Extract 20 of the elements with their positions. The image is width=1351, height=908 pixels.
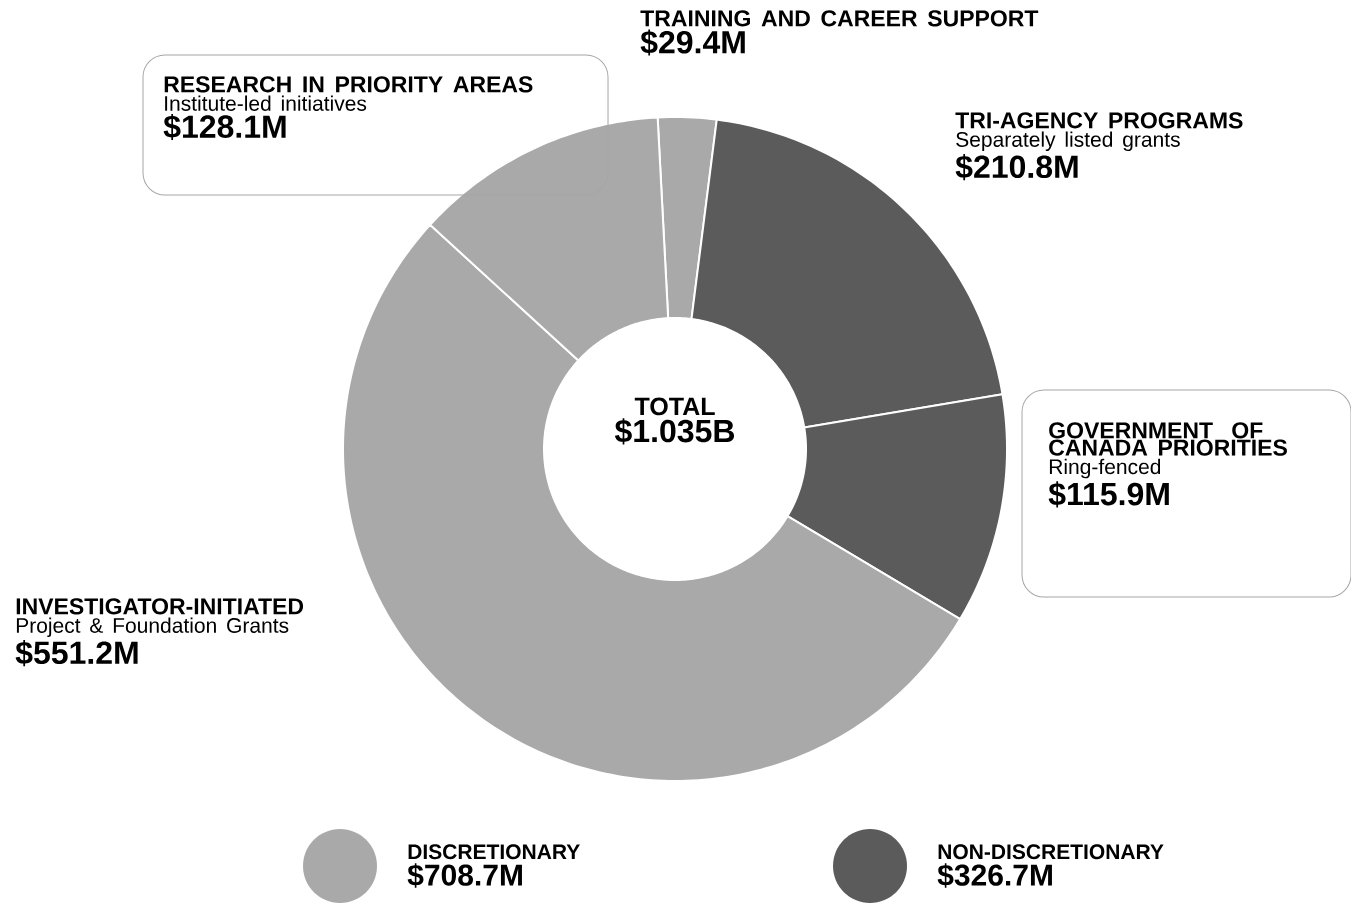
text: NON-DISCRETIONARY — [938, 844, 1164, 860]
data-label: $210.8M — [955, 154, 1078, 181]
text: $708.7M — [407, 863, 522, 888]
text: DISCRETIONARY — [408, 844, 580, 860]
data-label: $128.1M — [163, 113, 286, 141]
text: $1.035B — [614, 418, 735, 445]
data-label: $115.9M — [1048, 481, 1169, 508]
text: $326.7M — [937, 863, 1052, 888]
text: Project & Foundation Grants — [16, 617, 289, 638]
text: Institute-led initiatives — [165, 95, 367, 111]
data-label: $551.2M — [15, 640, 138, 667]
text: Ring-fenced — [1049, 458, 1161, 479]
text: TOTAL — [634, 397, 715, 416]
data-label: $29.4M — [640, 29, 745, 56]
text: Separately listed grants — [956, 131, 1180, 152]
slice-label: GOVERNMENT OF CANADA PRIORITIES — [1049, 422, 1287, 456]
legend-label: RESEARCH IN PRIORITY AREAS — [164, 76, 533, 93]
slice-label: TRI-AGENCY PROGRAMS — [955, 112, 1243, 129]
slice-label: TRAINING AND CAREER SUPPORT — [640, 10, 1039, 27]
slice-label: INVESTIGATOR-INITIATED — [16, 598, 304, 615]
